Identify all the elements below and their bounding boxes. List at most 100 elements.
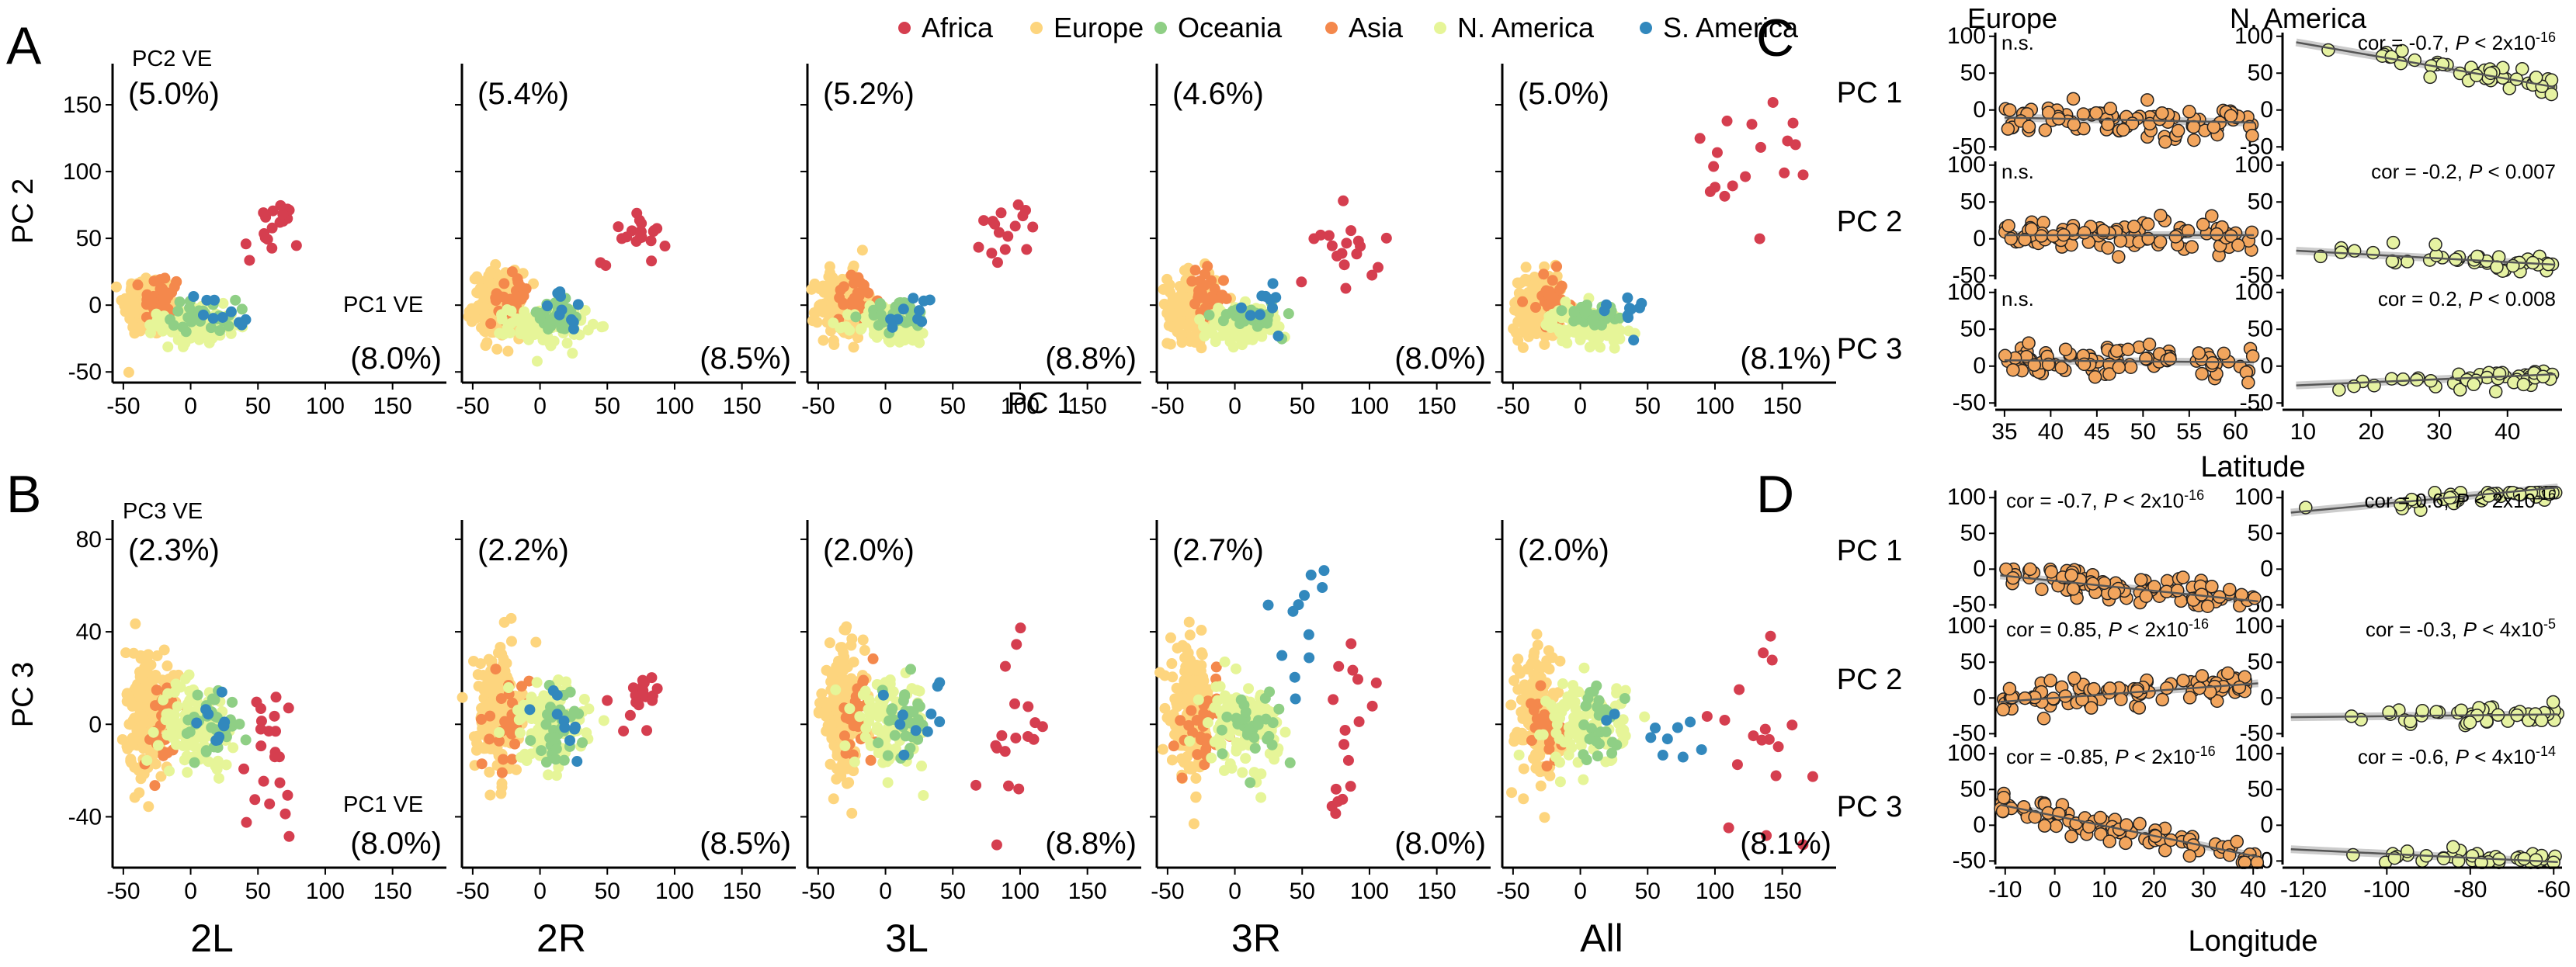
europe-point <box>2154 208 2168 223</box>
x-tick-label: 50 <box>595 393 620 419</box>
europe-point <box>2097 576 2112 591</box>
point-asia <box>849 293 860 304</box>
y-tick-label: 0 <box>2260 685 2273 710</box>
point-asia <box>1220 293 1232 304</box>
point-europe <box>856 244 868 256</box>
point-africa <box>255 716 267 727</box>
point-europe <box>472 669 484 681</box>
point-europe <box>151 650 163 662</box>
facet-3: -50 0 50 100 150(2.0%)(8.8%) <box>800 520 1141 904</box>
point-n-america <box>1560 324 1571 336</box>
namerica-point <box>2424 373 2438 388</box>
y-tick-label: 100 <box>2234 613 2273 639</box>
point-n-america <box>152 740 164 751</box>
point-europe <box>495 788 507 799</box>
point-africa <box>1021 244 1033 255</box>
point-n-america <box>1279 726 1291 738</box>
point-europe <box>1161 273 1173 285</box>
x-tick-label: 100 <box>306 393 345 419</box>
namerica-point <box>2515 61 2529 76</box>
point-asia <box>1202 261 1213 272</box>
point-africa <box>258 775 269 787</box>
point-africa <box>1721 115 1733 127</box>
point-n-america <box>526 695 538 707</box>
europe-point <box>2176 570 2190 584</box>
point-europe <box>1175 317 1186 328</box>
arm-labels: 2L 2R 3L 3R All <box>190 917 1623 960</box>
point-africa <box>1351 248 1363 260</box>
x-tick-label: -50 <box>106 879 140 904</box>
point-europe <box>826 670 838 681</box>
point-n-america <box>504 327 516 338</box>
point-oceania <box>240 734 252 746</box>
point-s-america <box>212 734 224 746</box>
europe-point <box>2153 234 2168 249</box>
point-n-america <box>1237 767 1248 778</box>
point-europe <box>821 287 833 299</box>
point-s-america <box>1677 751 1689 763</box>
point-africa <box>1338 259 1350 271</box>
point-africa <box>266 242 278 254</box>
point-oceania <box>540 757 552 768</box>
point-n-america <box>873 711 884 723</box>
point-europe <box>848 657 859 668</box>
point-europe <box>816 688 828 699</box>
point-europe <box>496 778 508 789</box>
point-n-america <box>1584 341 1595 353</box>
europe-point <box>2140 217 2155 231</box>
x-tick-label: -50 <box>1151 393 1184 419</box>
x-tick-label: 150 <box>1068 393 1107 419</box>
x-tick-label: 100 <box>1350 879 1389 904</box>
point-s-america <box>1661 733 1673 745</box>
point-n-america <box>1578 774 1589 785</box>
point-africa <box>255 723 266 735</box>
point-africa <box>1011 639 1022 650</box>
point-africa <box>1009 220 1021 232</box>
x-tick-label: 0 <box>1574 393 1587 419</box>
point-africa <box>1761 830 1772 841</box>
point-asia <box>1538 269 1550 280</box>
y-tick-label: 100 <box>2234 23 2273 49</box>
point-africa <box>1330 783 1342 795</box>
point-n-america <box>1220 324 1231 336</box>
point-s-america <box>566 314 578 325</box>
y-tick-label: 0 <box>89 293 102 318</box>
point-africa <box>267 205 279 217</box>
point-oceania <box>550 754 561 765</box>
europe-point <box>2241 376 2255 390</box>
europe-point <box>2002 103 2017 117</box>
point-africa <box>1790 139 1801 151</box>
point-africa <box>1797 839 1809 851</box>
europe-point <box>2028 809 2042 824</box>
x-tick-label: 150 <box>1763 879 1802 904</box>
y-tick-label: 50 <box>2248 316 2273 341</box>
point-n-america <box>849 756 860 768</box>
point-asia <box>1187 726 1199 738</box>
y-tick-label: 100 <box>1947 152 1986 178</box>
point-n-america <box>1557 678 1568 690</box>
point-africa <box>645 235 657 247</box>
point-s-america <box>1636 297 1647 309</box>
point-europe <box>1506 787 1518 799</box>
point-n-america <box>917 328 929 339</box>
x-tick-label: 50 <box>1635 393 1661 419</box>
legend-swatch-europe <box>1030 22 1043 34</box>
point-oceania <box>536 745 547 757</box>
namerica-point <box>2534 713 2549 728</box>
point-n-america <box>1549 711 1561 723</box>
point-s-america <box>217 311 228 323</box>
panel-a-pc1-ve-label: PC1 VE <box>343 293 423 317</box>
point-n-america <box>505 317 517 329</box>
y-tick-label: 50 <box>76 226 102 251</box>
point-s-america <box>1254 309 1265 321</box>
point-asia <box>1189 265 1201 276</box>
point-oceania <box>544 702 556 713</box>
point-europe <box>848 341 859 353</box>
point-europe <box>1165 632 1176 643</box>
point-oceania <box>205 322 217 334</box>
europe-point <box>2103 102 2117 116</box>
point-n-america <box>882 777 894 789</box>
point-europe <box>467 655 479 667</box>
point-s-america <box>1299 590 1311 601</box>
